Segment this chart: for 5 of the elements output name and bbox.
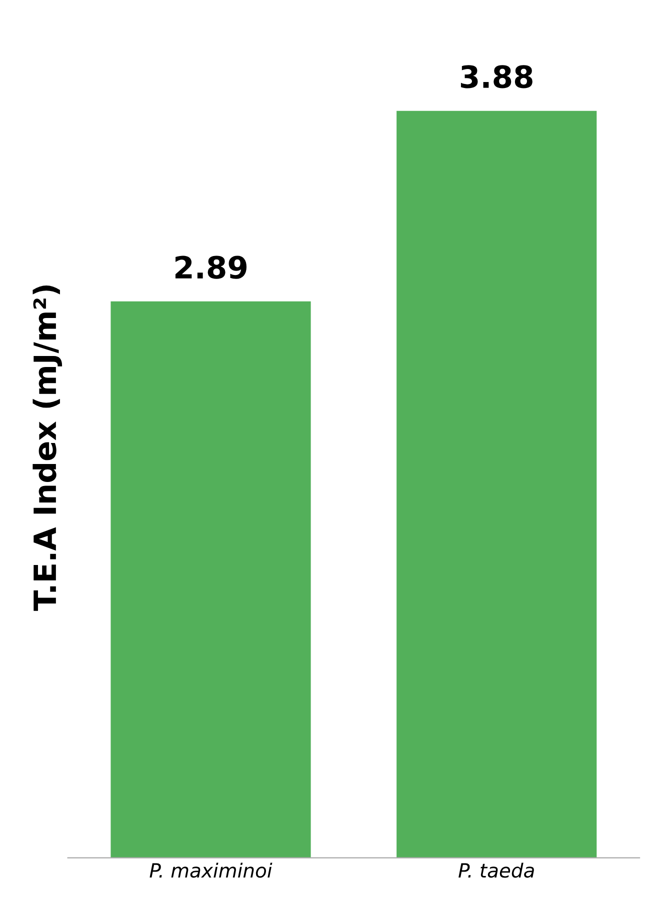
x-tick-label: P. maximinoi bbox=[150, 862, 272, 878]
data-label: 3.88 bbox=[460, 65, 532, 88]
y-axis-title: T.E.A Index (mJ/m²) bbox=[32, 286, 62, 611]
data-label: 2.89 bbox=[175, 256, 246, 279]
x-tick-label: P. taeda bbox=[458, 862, 534, 878]
